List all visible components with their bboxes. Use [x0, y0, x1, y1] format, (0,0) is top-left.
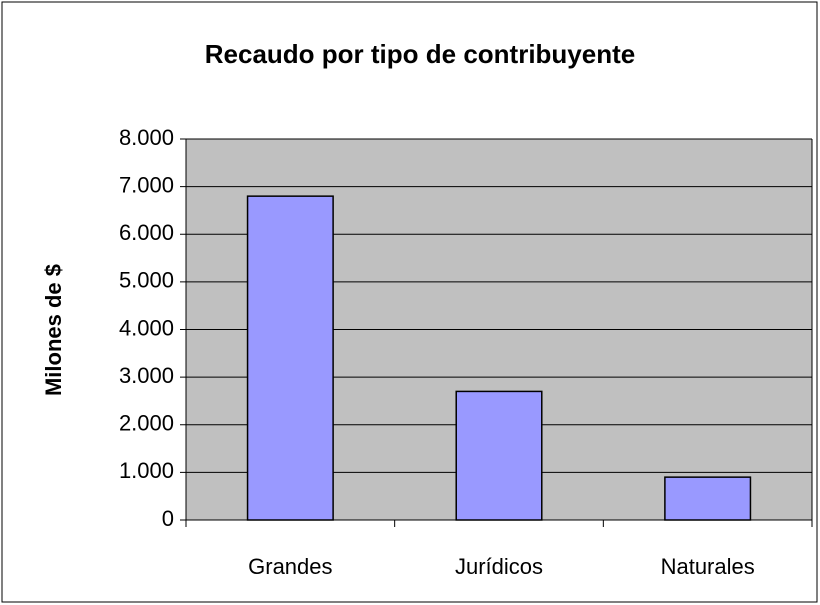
x-tick-label: Jurídicos	[455, 554, 543, 579]
x-tick-label: Grandes	[248, 554, 332, 579]
y-axis-label: Milones de $	[41, 264, 66, 396]
bar	[664, 476, 752, 521]
y-tick-label: 6.000	[119, 220, 174, 245]
y-tick-label: 8.000	[119, 125, 174, 150]
y-tick-label: 1.000	[119, 458, 174, 483]
y-tick-label: 3.000	[119, 363, 174, 388]
chart-title: Recaudo por tipo de contribuyente	[205, 39, 635, 69]
bar	[455, 390, 543, 521]
y-tick-label: 7.000	[119, 172, 174, 197]
y-tick-label: 2.000	[119, 411, 174, 436]
y-tick-label: 5.000	[119, 268, 174, 293]
y-tick-label: 0	[162, 506, 174, 531]
x-tick-label: Naturales	[661, 554, 755, 579]
bar	[246, 195, 334, 521]
y-tick-label: 4.000	[119, 315, 174, 340]
